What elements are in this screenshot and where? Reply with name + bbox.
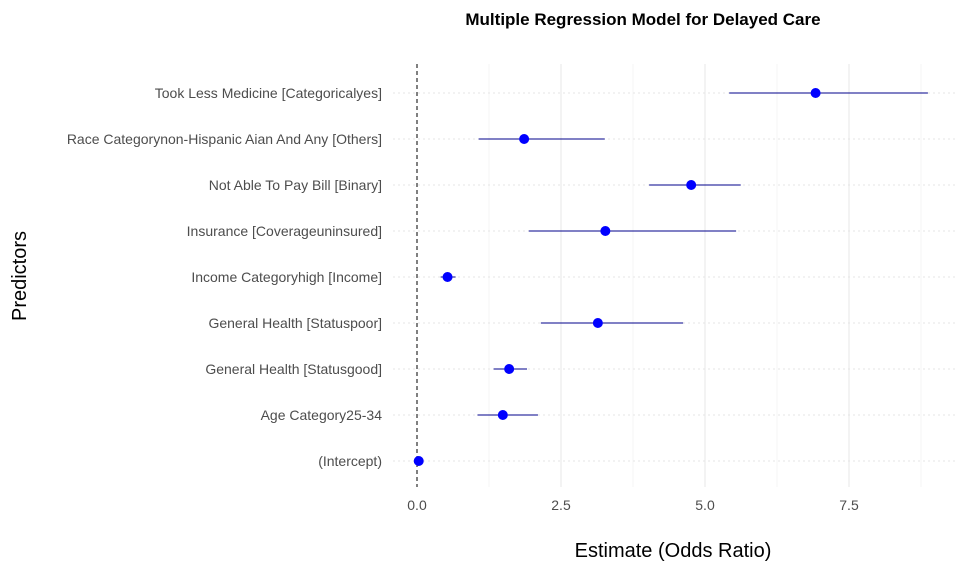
y-tick-label: Not Able To Pay Bill [Binary] — [209, 177, 382, 193]
x-tick-label: 2.5 — [551, 497, 571, 513]
x-tick-label: 0.0 — [407, 497, 427, 513]
y-tick-label: Race Categorynon-Hispanic Aian And Any [… — [67, 131, 382, 147]
estimate-point — [686, 180, 697, 190]
estimate-points — [413, 88, 821, 466]
estimate-point — [442, 272, 453, 282]
estimate-point — [519, 134, 530, 144]
y-tick-label: (Intercept) — [318, 453, 382, 469]
y-tick-labels: Took Less Medicine [Categoricalyes] Race … — [67, 85, 382, 469]
y-tick-label: Took Less Medicine [Categoricalyes] — [155, 85, 382, 101]
y-tick-label: General Health [Statusgood] — [205, 361, 382, 377]
y-tick-label: Income Categoryhigh [Income] — [191, 269, 382, 285]
x-tick-labels: 0.0 2.5 5.0 7.5 — [407, 497, 859, 513]
chart-title: Multiple Regression Model for Delayed Ca… — [465, 10, 820, 29]
estimate-point — [413, 456, 424, 466]
y-axis-title: Predictors — [9, 231, 31, 321]
y-tick-label: Insurance [Coverageuninsured] — [187, 223, 382, 239]
estimate-point — [600, 226, 611, 236]
x-tick-label: 5.0 — [695, 497, 715, 513]
estimate-point — [497, 410, 508, 420]
estimate-point — [810, 88, 821, 98]
grid — [393, 64, 955, 487]
estimate-point — [592, 318, 603, 328]
x-axis-title: Estimate (Odds Ratio) — [575, 540, 772, 562]
x-tick-label: 7.5 — [839, 497, 859, 513]
y-tick-label: Age Category25-34 — [261, 407, 383, 423]
estimate-point — [504, 364, 515, 374]
y-tick-label: General Health [Statuspoor] — [208, 315, 382, 331]
